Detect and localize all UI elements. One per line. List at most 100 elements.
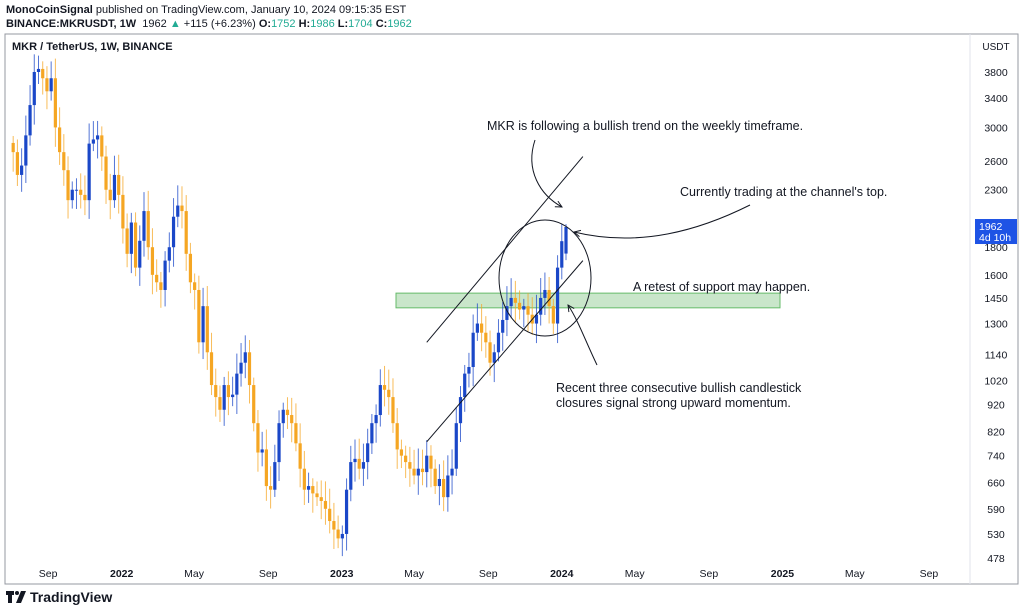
candle-bullish[interactable] [91,121,95,152]
candle-bearish[interactable] [429,445,433,488]
candle-bullish[interactable] [501,302,505,351]
candle-bearish[interactable] [387,369,391,415]
candle-bearish[interactable] [11,136,15,172]
tradingview-logo[interactable]: TradingView [6,589,112,605]
candle-bearish[interactable] [269,466,273,509]
candle-bearish[interactable] [108,173,112,220]
candle-bearish[interactable] [294,403,298,452]
candle-bearish[interactable] [133,212,138,277]
candle-bearish[interactable] [205,286,209,370]
candle-bullish[interactable] [87,123,91,219]
candle-bearish[interactable] [480,303,484,352]
candle-bearish[interactable] [302,450,306,506]
candle-bearish[interactable] [357,438,361,480]
arrow-trend[interactable] [531,139,562,207]
candle-bearish[interactable] [433,459,437,495]
arrow-bullish-closures[interactable] [568,305,598,366]
candle-bullish[interactable] [176,185,180,228]
candle-bearish[interactable] [226,371,230,416]
candle-bullish[interactable] [446,455,450,512]
candle-bearish[interactable] [180,186,184,229]
candle-bearish[interactable] [121,176,125,244]
candle-bearish[interactable] [395,408,399,469]
candle-bearish[interactable] [117,154,121,214]
candle-bullish[interactable] [32,54,36,125]
candle-bearish[interactable] [155,259,159,292]
candle-bearish[interactable] [150,228,155,295]
candle-bearish[interactable] [517,290,522,320]
candle-bullish[interactable] [24,115,28,183]
candle-bullish[interactable] [361,443,366,486]
candle-bullish[interactable] [129,212,133,274]
candle-bearish[interactable] [79,173,83,209]
candle-bullish[interactable] [450,449,454,495]
candle-bullish[interactable] [142,192,146,257]
candle-bullish[interactable] [163,251,167,307]
candle-bullish[interactable] [340,525,344,557]
candle-bearish[interactable] [412,449,416,485]
candle-bullish[interactable] [112,155,117,208]
candle-bearish[interactable] [15,139,19,187]
candle-bearish[interactable] [319,480,323,520]
candle-bearish[interactable] [218,385,222,422]
candle-bearish[interactable] [197,275,201,354]
candle-bearish[interactable] [298,423,302,488]
candle-bullish[interactable] [539,278,543,326]
candle-bearish[interactable] [159,271,163,308]
candle-bullish[interactable] [543,272,547,315]
candle-bearish[interactable] [214,368,218,417]
candle-bullish[interactable] [49,61,53,101]
candle-bearish[interactable] [100,126,104,171]
candle-bearish[interactable] [408,446,412,487]
candle-bullish[interactable] [231,376,235,407]
candle-bullish[interactable] [416,448,420,495]
candle-bearish[interactable] [391,378,395,433]
currency-label[interactable]: USDT [982,42,1009,53]
candle-bearish[interactable] [420,449,425,486]
candle-bearish[interactable] [336,515,340,549]
candle-bullish[interactable] [239,343,243,387]
candle-bearish[interactable] [332,502,336,550]
candle-bearish[interactable] [62,134,66,186]
candle-bearish[interactable] [382,365,387,407]
candle-bearish[interactable] [256,410,260,472]
candle-bearish[interactable] [264,429,268,501]
candle-bearish[interactable] [188,242,193,294]
candle-bearish[interactable] [442,460,446,512]
candle-bearish[interactable] [53,58,57,147]
candle-bearish[interactable] [252,377,256,432]
candle-bullish[interactable] [273,444,277,497]
candle-bullish[interactable] [222,376,226,426]
candle-bullish[interactable] [509,278,513,319]
annotation-channel-top[interactable]: Currently trading at the channel's top. [680,185,887,199]
candle-bullish[interactable] [171,198,176,267]
candle-bearish[interactable] [58,107,62,165]
candle-bearish[interactable] [323,481,328,525]
candle-bullish[interactable] [201,287,205,360]
candle-bearish[interactable] [247,340,252,404]
candle-bullish[interactable] [344,478,349,551]
candle-bullish[interactable] [370,414,374,454]
channel-lower-line[interactable] [426,260,584,443]
candle-bullish[interactable] [458,385,463,443]
candle-bearish[interactable] [193,273,197,310]
candle-bullish[interactable] [471,314,475,387]
candle-bullish[interactable] [70,181,74,209]
candle-bearish[interactable] [285,397,290,430]
candle-bullish[interactable] [425,440,429,488]
candle-bullish[interactable] [260,431,264,467]
candle-bullish[interactable] [74,178,79,209]
candle-bullish[interactable] [349,445,353,502]
candle-bearish[interactable] [328,488,332,534]
candle-bullish[interactable] [138,225,142,286]
candle-bullish[interactable] [378,369,382,427]
candle-bullish[interactable] [463,364,467,412]
candle-bullish[interactable] [95,120,100,159]
candle-bearish[interactable] [315,481,319,507]
candle-bullish[interactable] [36,55,41,84]
candle-bullish[interactable] [564,224,568,261]
candle-bullish[interactable] [306,472,311,503]
arrow-channel-top[interactable] [574,204,751,239]
candle-bullish[interactable] [353,439,357,482]
